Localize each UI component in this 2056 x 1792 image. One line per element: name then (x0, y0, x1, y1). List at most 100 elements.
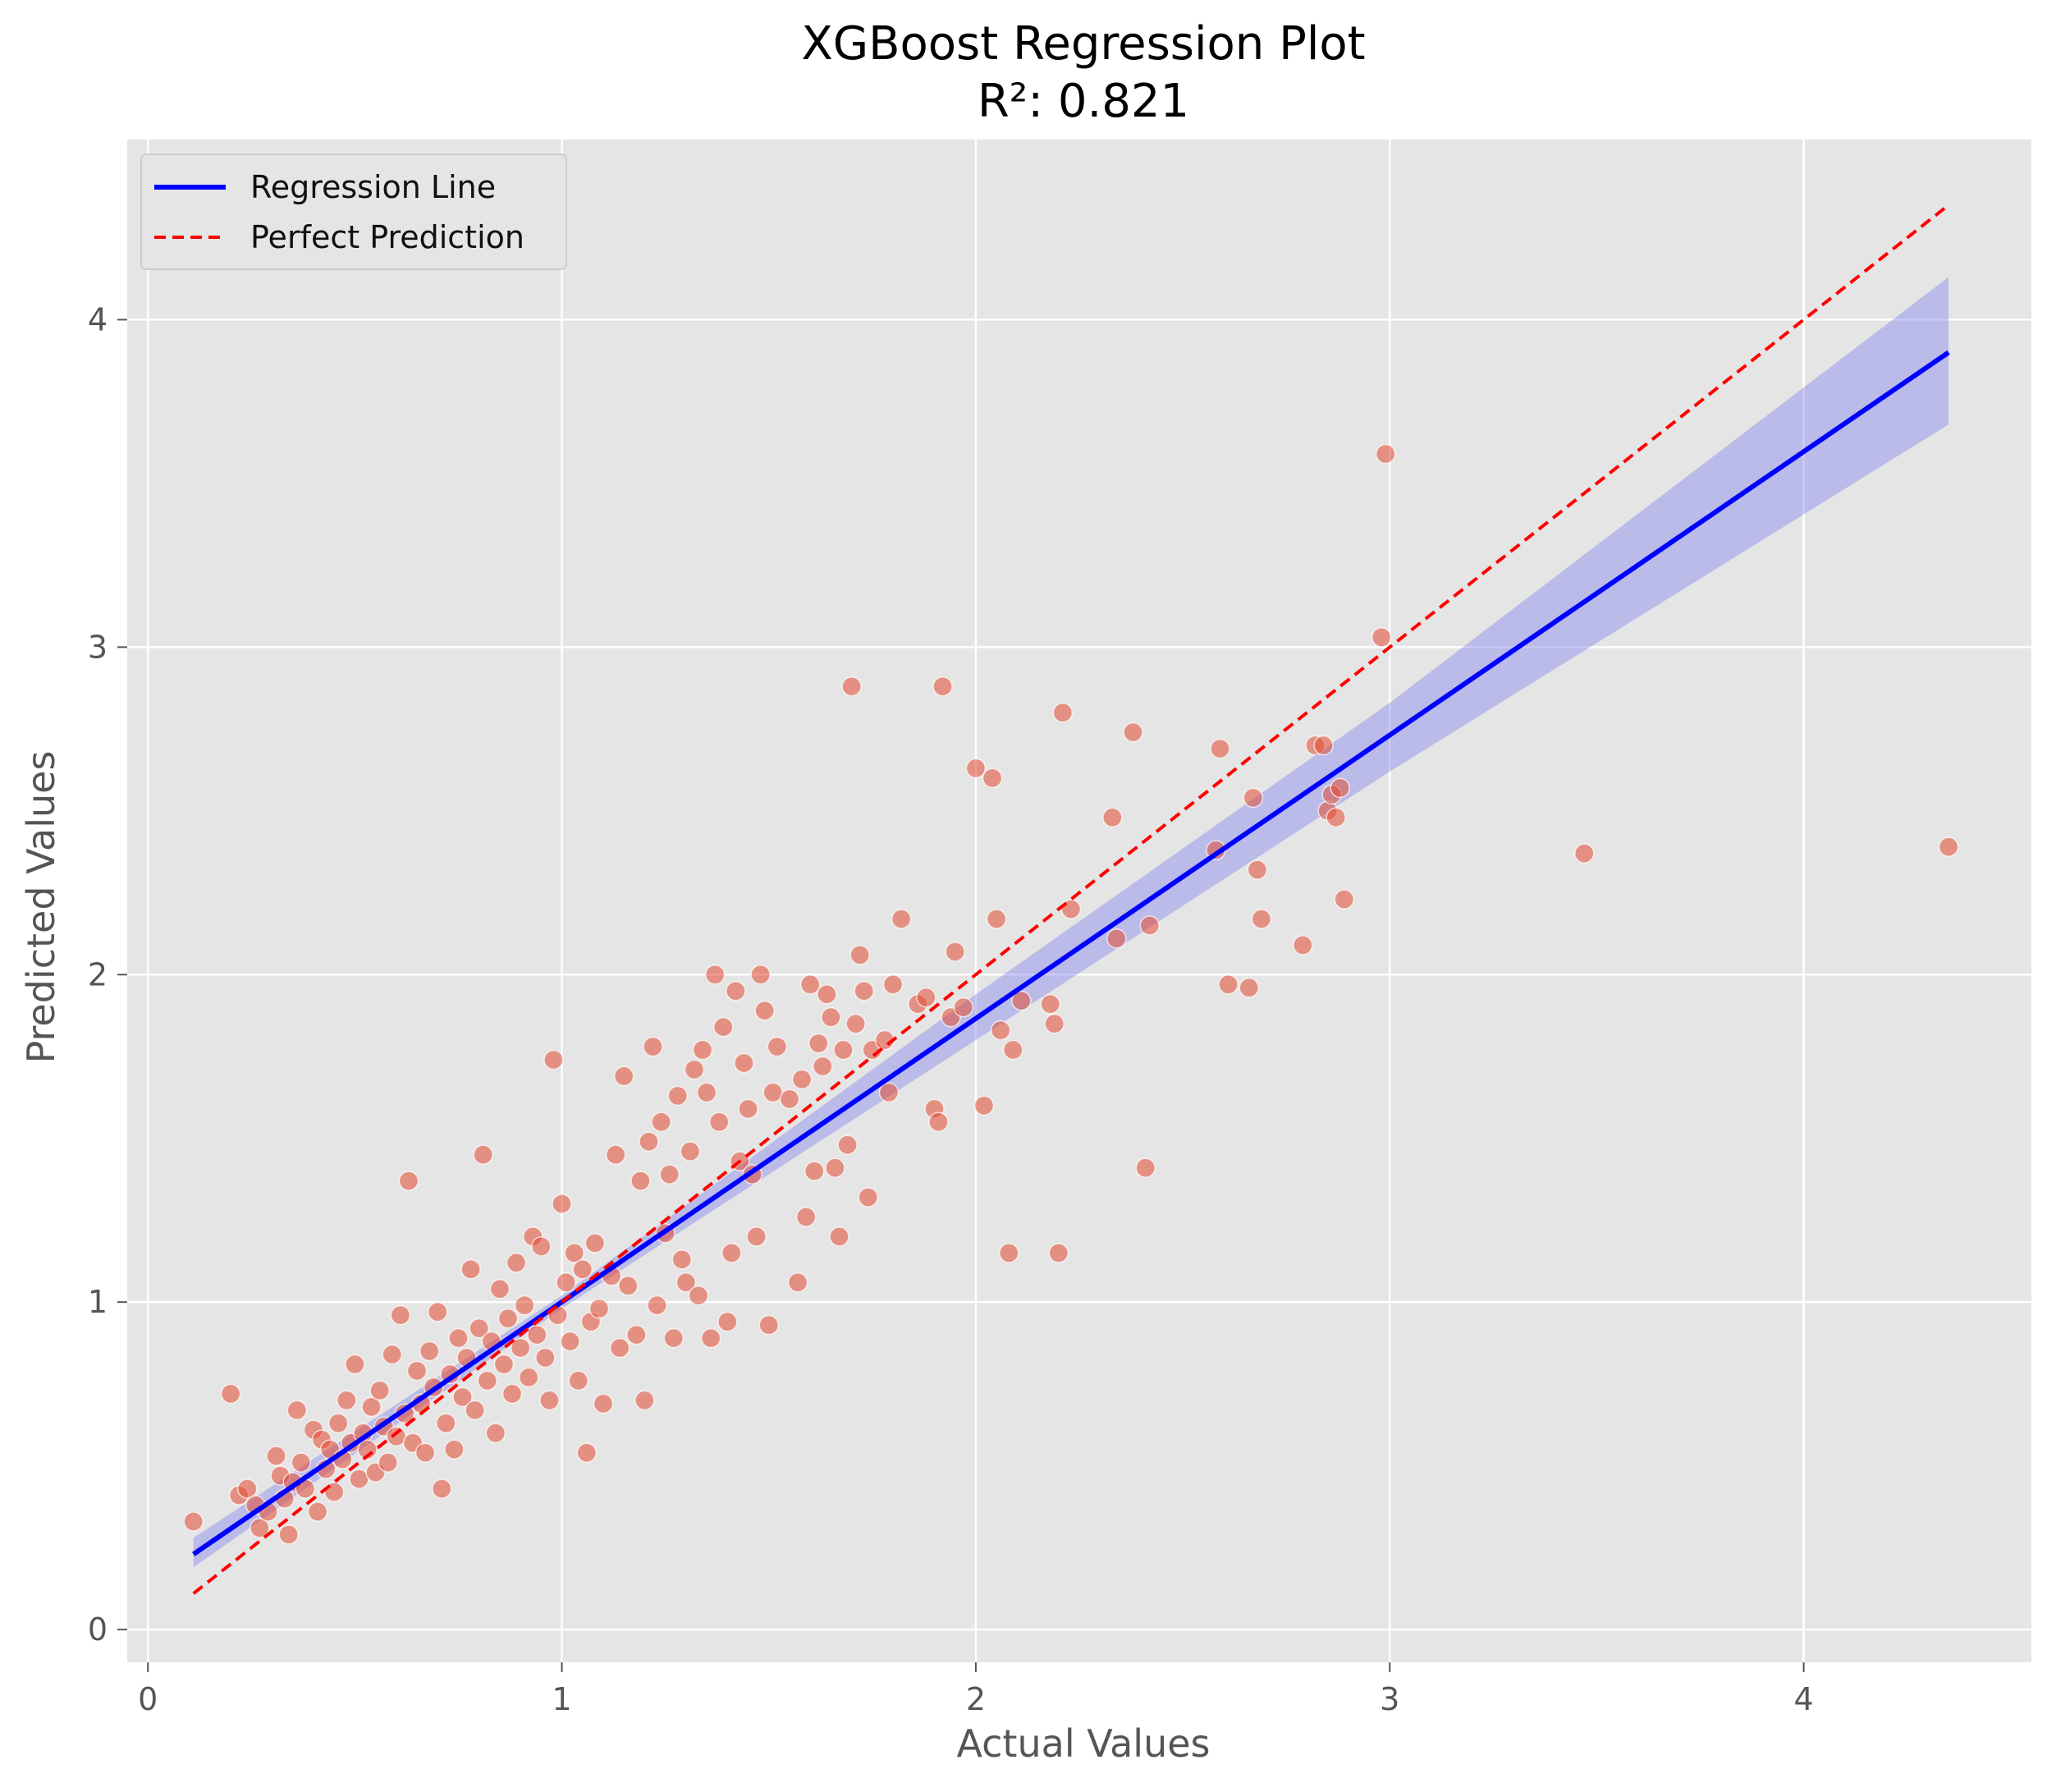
data-point (588, 1298, 610, 1319)
x-tick-label: 1 (552, 1681, 571, 1717)
y-tick-label: 4 (88, 301, 108, 337)
data-point (634, 1390, 655, 1411)
data-point (982, 768, 1003, 789)
data-point (787, 1272, 808, 1293)
data-point (953, 997, 974, 1018)
data-point (854, 980, 874, 1001)
legend-label-regression: Regression Line (250, 169, 496, 205)
data-point (414, 1442, 436, 1463)
data-point (639, 1131, 659, 1152)
data-point (817, 983, 837, 1005)
data-point (531, 1236, 552, 1257)
plot-area (127, 140, 2031, 1662)
data-point (717, 1311, 738, 1332)
data-point (700, 1327, 721, 1349)
data-point (460, 1259, 481, 1280)
data-point (1048, 1243, 1069, 1263)
chart-title: XGBoost Regression Plot (801, 17, 1365, 71)
data-point (593, 1393, 614, 1414)
data-point (746, 1226, 767, 1247)
x-tick-label: 2 (966, 1681, 986, 1717)
data-point (630, 1171, 651, 1191)
data-point (704, 965, 726, 985)
data-point (369, 1380, 390, 1401)
data-point (734, 1052, 754, 1074)
data-point (754, 1000, 775, 1021)
data-point (1040, 993, 1060, 1015)
data-point (882, 974, 904, 995)
data-point (845, 1013, 866, 1034)
data-point (1574, 843, 1595, 864)
data-point (609, 1337, 630, 1359)
data-point (564, 1243, 584, 1263)
data-point (1334, 889, 1355, 910)
legend: Regression Line Perfect Prediction (140, 154, 567, 270)
data-point (514, 1295, 535, 1316)
data-point (1326, 807, 1346, 828)
data-point (659, 1164, 680, 1185)
data-point (986, 909, 1007, 929)
data-point (651, 1111, 671, 1133)
data-point (493, 1354, 515, 1375)
data-point (1938, 836, 1959, 857)
data-point (684, 1059, 705, 1080)
data-point (444, 1439, 465, 1460)
data-point (1218, 974, 1239, 995)
data-point (489, 1278, 511, 1299)
data-point (327, 1413, 349, 1434)
data-point (576, 1442, 598, 1463)
data-point (795, 1207, 817, 1227)
data-point (692, 1039, 713, 1061)
data-point (250, 1518, 270, 1538)
chart-subtitle: R²: 0.821 (978, 75, 1189, 128)
data-point (945, 942, 965, 962)
data-point (965, 758, 987, 779)
data-point (932, 676, 953, 697)
data-point (750, 965, 771, 985)
data-point (183, 1511, 204, 1532)
data-point (452, 1386, 473, 1408)
data-point (680, 1141, 701, 1162)
data-point (501, 1383, 523, 1405)
x-axis-label: Actual Values (956, 1721, 1210, 1766)
data-point (1123, 722, 1143, 743)
data-point (307, 1501, 328, 1522)
data-point (713, 1016, 734, 1038)
data-point (990, 1020, 1011, 1041)
data-point (1251, 909, 1272, 929)
data-point (671, 1249, 693, 1270)
data-point (618, 1275, 639, 1296)
x-tick-label: 0 (138, 1681, 158, 1717)
data-point (647, 1295, 667, 1316)
data-point (1293, 935, 1313, 956)
data-point (1239, 977, 1260, 998)
data-point (1052, 702, 1074, 723)
data-point (663, 1327, 684, 1349)
y-tick-label: 0 (88, 1611, 108, 1648)
legend-box (140, 154, 567, 270)
data-point (605, 1144, 626, 1165)
data-point (667, 1085, 689, 1107)
data-point (436, 1413, 456, 1434)
data-point (643, 1036, 663, 1057)
data-point (999, 1243, 1019, 1263)
data-point (779, 1088, 800, 1110)
data-point (688, 1285, 709, 1306)
data-point (448, 1327, 469, 1349)
data-point (572, 1259, 593, 1280)
perfect-prediction-line (192, 204, 1950, 1595)
y-tick-label: 3 (88, 629, 108, 665)
data-point (837, 1134, 858, 1155)
data-point (552, 1194, 572, 1214)
data-point (291, 1452, 312, 1473)
data-point (813, 1056, 833, 1077)
data-point (286, 1400, 308, 1421)
data-point (518, 1367, 539, 1388)
data-point (613, 1066, 634, 1087)
data-point (535, 1347, 556, 1368)
data-point (1106, 928, 1127, 949)
data-point (382, 1344, 403, 1365)
data-point (469, 1318, 489, 1339)
data-point (485, 1423, 506, 1444)
